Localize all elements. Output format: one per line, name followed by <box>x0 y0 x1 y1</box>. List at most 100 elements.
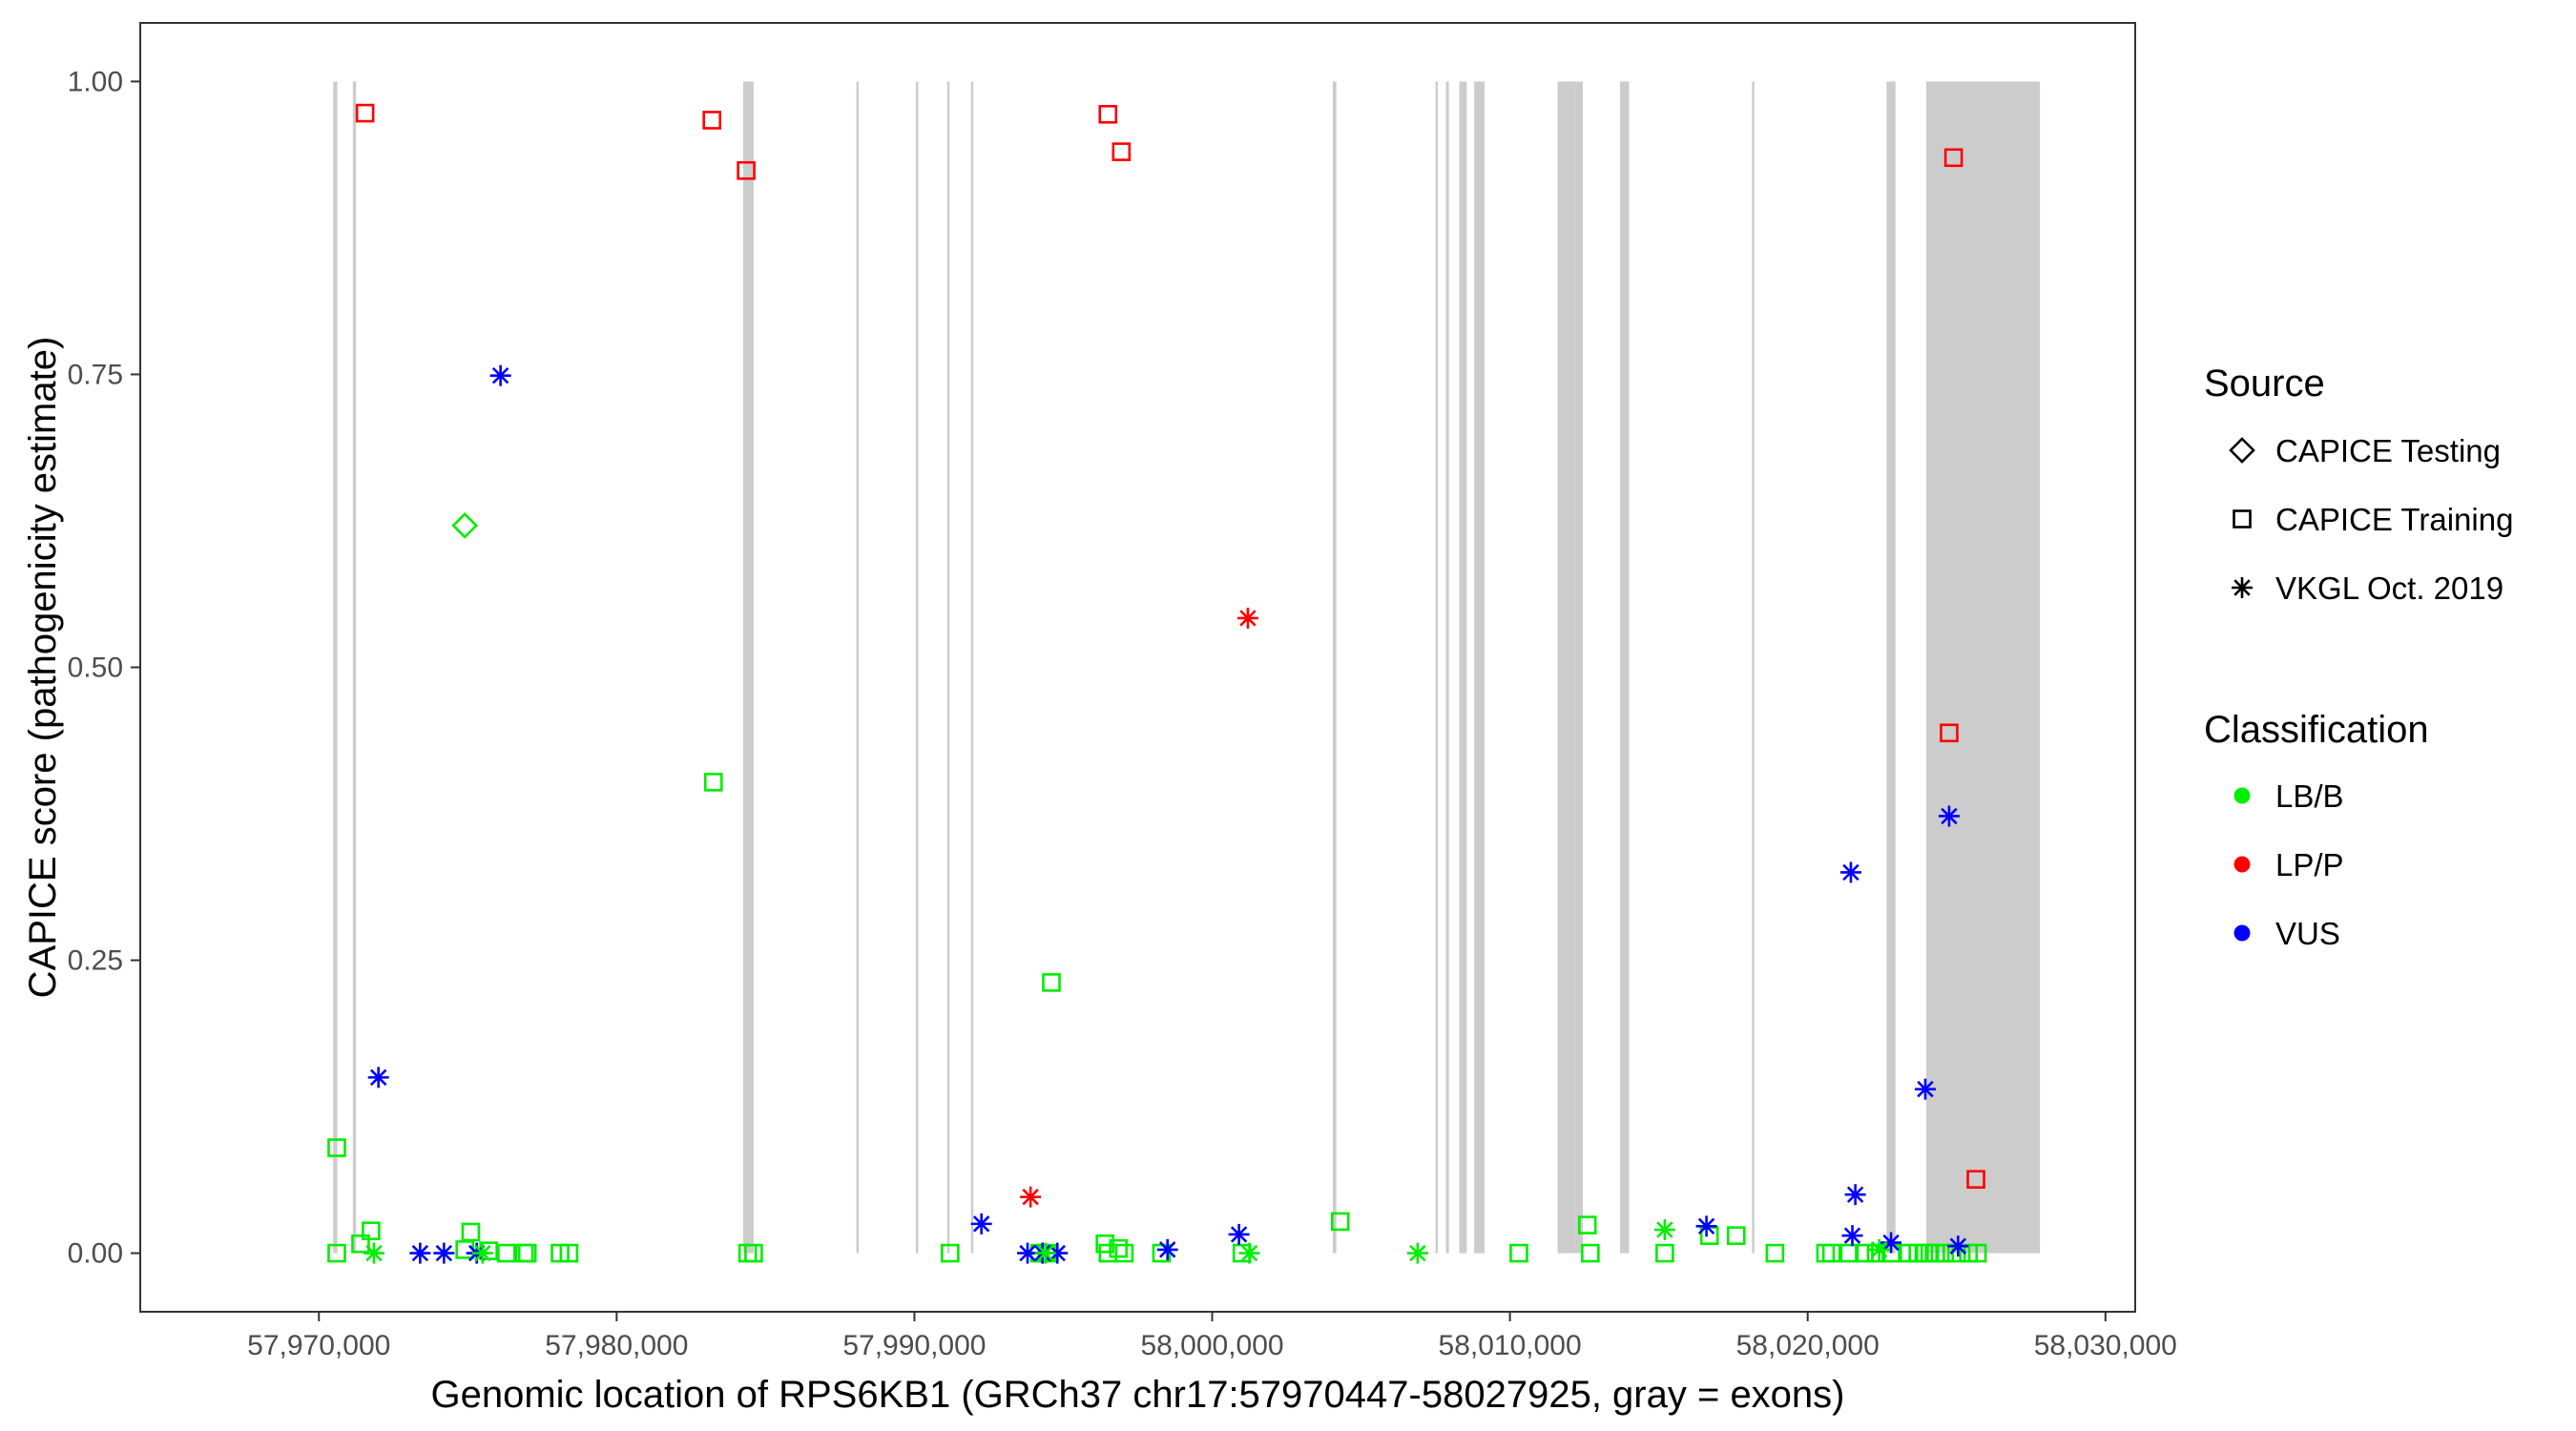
data-points <box>327 103 1987 1264</box>
data-point <box>1095 1234 1114 1254</box>
exon-band <box>333 81 338 1254</box>
data-point <box>497 1243 516 1263</box>
y-axis-title: CAPICE score (pathogenicity estimate) <box>22 337 64 999</box>
exon-band <box>742 81 754 1254</box>
exon-band <box>1435 81 1439 1254</box>
data-point <box>1839 861 1861 883</box>
legend-class-label: LB/B <box>2275 778 2344 814</box>
x-tick-label: 57,980,000 <box>545 1330 688 1361</box>
exon-band <box>1459 81 1467 1254</box>
data-point <box>1765 1243 1785 1263</box>
exon-band <box>1332 81 1337 1254</box>
data-point <box>471 1242 493 1264</box>
data-point <box>433 1242 455 1264</box>
exon-band <box>946 81 950 1254</box>
legend-source-label: CAPICE Training <box>2275 502 2513 537</box>
data-point <box>362 1221 381 1241</box>
data-point <box>1839 1243 1859 1263</box>
data-point <box>1966 1170 1985 1190</box>
data-point <box>451 512 479 539</box>
x-axis: 57,970,000 57,980,000 57,990,000 58,000,000… <box>247 1312 2177 1361</box>
legend-class-label: VUS <box>2275 916 2340 951</box>
data-point <box>1034 1242 1056 1264</box>
data-point <box>1406 1242 1428 1264</box>
data-point <box>1880 1232 1902 1254</box>
data-point <box>1111 142 1132 161</box>
exon-band <box>1925 81 2041 1254</box>
exon-band <box>1575 81 1584 1254</box>
exon-band <box>1557 81 1576 1254</box>
legend-source-key <box>2233 509 2252 529</box>
data-point <box>1940 723 1959 743</box>
data-point <box>1947 1235 1969 1257</box>
data-point <box>355 103 375 123</box>
exon-band <box>970 81 974 1254</box>
exon-band <box>1886 81 1896 1254</box>
data-point <box>409 1242 431 1264</box>
data-point <box>351 1234 370 1254</box>
data-point <box>1967 1243 1987 1263</box>
data-point <box>1577 1215 1597 1234</box>
data-point <box>327 1243 346 1263</box>
x-tick-label: 58,010,000 <box>1439 1330 1582 1361</box>
y-tick-label: 0.25 <box>68 945 123 977</box>
x-tick-label: 58,020,000 <box>1736 1330 1880 1361</box>
exon-band <box>915 81 919 1254</box>
data-point <box>559 1243 579 1263</box>
y-tick-label: 0.50 <box>68 653 123 684</box>
data-point <box>1855 1243 1874 1263</box>
data-point <box>1330 1212 1350 1232</box>
legend-classification-title: Classification <box>2204 709 2429 751</box>
exon-band <box>1752 81 1755 1254</box>
data-point <box>1228 1223 1250 1245</box>
legend-source-label: VKGL Oct. 2019 <box>2275 570 2503 606</box>
data-point <box>1938 805 1960 827</box>
data-point <box>1695 1215 1717 1237</box>
data-point <box>461 1222 481 1242</box>
exon-band <box>1445 81 1449 1254</box>
data-point <box>1727 1226 1746 1245</box>
data-point <box>1655 1243 1674 1263</box>
data-point <box>703 773 723 792</box>
data-point <box>1114 1243 1134 1263</box>
legend-source-label: CAPICE Testing <box>2275 433 2501 468</box>
data-point <box>737 160 756 180</box>
legend: Source Classification CAPICE Testing CAPI… <box>2204 363 2513 951</box>
x-tick-label: 57,970,000 <box>247 1330 390 1361</box>
data-point <box>970 1213 992 1234</box>
data-point <box>1821 1243 1841 1263</box>
legend-class-key <box>2233 787 2251 804</box>
data-point <box>1914 1078 1936 1100</box>
data-point <box>489 364 511 386</box>
plot-area <box>139 22 2136 1313</box>
data-point <box>941 1243 960 1263</box>
exon-band <box>1474 81 1485 1254</box>
data-point <box>1509 1243 1528 1263</box>
data-point <box>1844 1184 1866 1206</box>
exon-band <box>1620 81 1630 1254</box>
legend-class-label: LP/P <box>2275 847 2344 882</box>
data-point <box>363 1242 384 1264</box>
legend-source-title: Source <box>2204 363 2325 404</box>
x-tick-label: 58,030,000 <box>2034 1330 2177 1361</box>
data-point <box>327 1138 346 1157</box>
data-point <box>1236 607 1258 629</box>
y-tick-label: 0.00 <box>68 1238 123 1270</box>
y-axis: 0.00 0.25 0.50 0.75 1.00 <box>68 66 140 1270</box>
data-point <box>1109 1238 1129 1258</box>
data-point <box>1868 1238 1890 1260</box>
data-point <box>1042 973 1061 992</box>
data-point <box>1156 1238 1178 1260</box>
legend-class-key <box>2233 856 2251 873</box>
x-tick-label: 57,990,000 <box>842 1330 986 1361</box>
legend-source-key <box>2232 577 2253 598</box>
y-tick-label: 0.75 <box>68 359 123 390</box>
data-point <box>1020 1186 1042 1208</box>
data-point <box>1581 1243 1600 1263</box>
legend-source-key <box>2229 437 2255 464</box>
data-point <box>517 1243 537 1263</box>
exon-band <box>352 81 357 1254</box>
y-tick-label: 1.00 <box>68 66 123 97</box>
plot-panel <box>140 23 2135 1312</box>
